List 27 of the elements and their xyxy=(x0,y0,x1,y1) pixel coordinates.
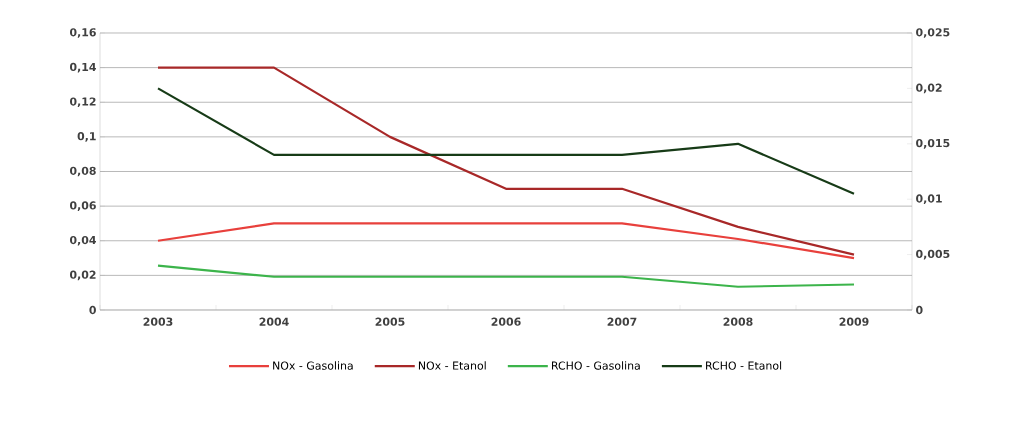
y-tick-label: 0,08 xyxy=(69,166,96,177)
legend-label: NOx - Gasolina xyxy=(273,361,353,370)
x-tick-label: 2007 xyxy=(607,317,637,326)
x-tick-label: 2006 xyxy=(491,317,521,326)
legend-label: RCHO - Etanol xyxy=(706,361,782,370)
y2-tick-label: 0 xyxy=(916,305,923,315)
y-tick-label: 0 xyxy=(89,305,96,315)
y2-tick-label: 0,005 xyxy=(916,249,950,260)
y-tick-label: 0,1 xyxy=(77,132,96,142)
y-tick-label: 0,02 xyxy=(69,270,96,281)
line-series xyxy=(156,66,856,256)
y-tick-label: 0,04 xyxy=(69,235,96,246)
y2-tick-label: 0,015 xyxy=(916,138,950,149)
y2-tick-label: 0,02 xyxy=(916,83,942,94)
y-tick-label: 0,12 xyxy=(69,97,96,108)
legend-label: NOx - Etanol xyxy=(418,361,486,370)
legend-label: RCHO - Gasolina xyxy=(551,361,640,370)
x-tick-label: 2005 xyxy=(375,317,405,326)
y2-tick-label: 0,01 xyxy=(916,194,942,205)
x-tick-label: 2008 xyxy=(723,317,753,326)
y2-tick-label: 0,025 xyxy=(916,28,950,38)
y-tick-label: 0,06 xyxy=(69,201,96,211)
x-tick-label: 2004 xyxy=(259,317,289,326)
x-tick-label: 2003 xyxy=(143,317,173,326)
y-tick-label: 0,14 xyxy=(69,62,96,73)
x-tick-label: 2009 xyxy=(839,317,869,326)
y-tick-label: 0,16 xyxy=(69,28,96,38)
